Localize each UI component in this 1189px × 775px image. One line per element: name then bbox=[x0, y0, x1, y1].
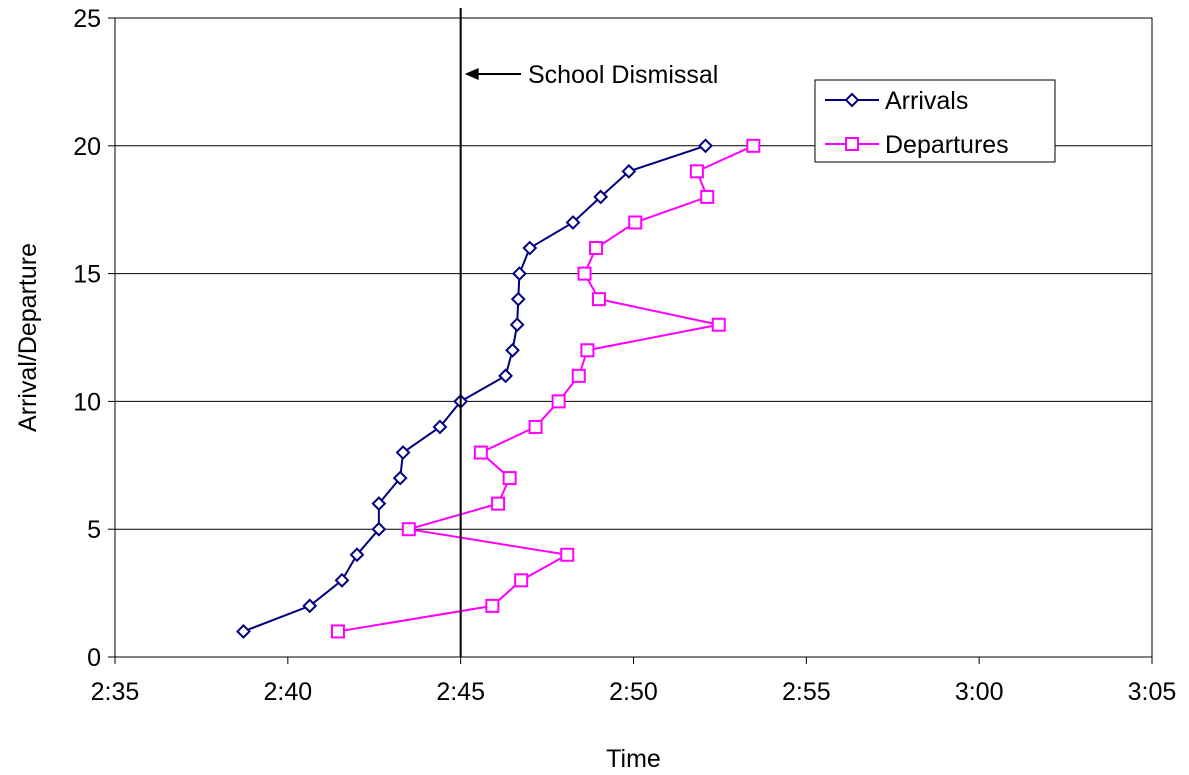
data-point bbox=[593, 189, 609, 205]
y-tick-label: 20 bbox=[73, 133, 101, 161]
data-point bbox=[330, 624, 345, 639]
y-axis-label: Arrival/Departure bbox=[14, 243, 42, 432]
series-arrivals bbox=[236, 138, 713, 639]
data-point bbox=[334, 572, 350, 588]
annotation-arrowhead bbox=[464, 68, 479, 80]
y-tick-label: 25 bbox=[73, 5, 101, 33]
x-axis-label: Time bbox=[606, 745, 661, 773]
series-departures bbox=[330, 138, 761, 639]
data-point bbox=[621, 163, 637, 179]
data-point bbox=[580, 343, 595, 358]
legend: Arrivals Departures bbox=[814, 79, 1056, 163]
legend-label: Arrivals bbox=[885, 87, 968, 115]
x-tick-label: 2:40 bbox=[263, 678, 312, 706]
data-point bbox=[502, 471, 517, 486]
x-tick-label: 2:55 bbox=[782, 678, 831, 706]
data-point bbox=[571, 368, 586, 383]
y-tick-label: 0 bbox=[87, 644, 101, 672]
legend-marker bbox=[845, 137, 859, 151]
data-point bbox=[395, 445, 411, 460]
data-point bbox=[628, 215, 643, 230]
x-tick-label: 2:45 bbox=[436, 678, 485, 706]
x-tick-label: 2:50 bbox=[609, 678, 658, 706]
data-point bbox=[401, 522, 416, 537]
data-point bbox=[711, 317, 726, 332]
data-point bbox=[746, 138, 761, 153]
data-point bbox=[591, 292, 606, 307]
x-axis: 2:35 2:40 2:45 2:50 2:55 3:00 3:05 bbox=[91, 657, 1177, 706]
data-point bbox=[509, 317, 525, 333]
annotation-label: School Dismissal bbox=[528, 61, 718, 89]
data-point bbox=[432, 419, 448, 435]
data-point bbox=[700, 189, 715, 204]
series-line bbox=[337, 144, 754, 633]
data-point bbox=[560, 547, 575, 562]
data-point bbox=[392, 470, 408, 486]
annotation: School Dismissal bbox=[459, 8, 718, 657]
legend-marker bbox=[844, 92, 860, 108]
data-point bbox=[349, 547, 365, 563]
data-point bbox=[522, 240, 538, 256]
data-point bbox=[551, 394, 566, 409]
series-layer bbox=[236, 138, 761, 639]
x-tick-label: 3:00 bbox=[955, 678, 1004, 706]
series-line bbox=[243, 144, 706, 633]
data-point bbox=[473, 445, 488, 460]
data-point bbox=[371, 496, 387, 512]
data-point bbox=[491, 496, 506, 511]
data-point bbox=[698, 138, 713, 154]
data-point bbox=[505, 342, 520, 358]
data-point bbox=[514, 573, 529, 588]
data-point bbox=[510, 291, 526, 307]
x-tick-label: 2:35 bbox=[91, 678, 140, 706]
data-point bbox=[371, 521, 387, 537]
grid-lines bbox=[115, 145, 1152, 530]
data-point bbox=[528, 419, 543, 434]
legend-item-departures: Departures bbox=[825, 131, 1009, 159]
x-tick-label: 3:05 bbox=[1128, 678, 1177, 706]
data-point bbox=[565, 215, 581, 230]
data-point bbox=[689, 164, 704, 179]
data-point bbox=[302, 598, 318, 614]
data-point bbox=[512, 266, 527, 282]
legend-label: Departures bbox=[885, 131, 1009, 159]
y-axis: 0 5 10 15 20 25 bbox=[73, 5, 115, 672]
y-tick-label: 10 bbox=[73, 388, 101, 416]
legend-item-arrivals: Arrivals bbox=[825, 87, 968, 115]
y-tick-label: 5 bbox=[87, 516, 101, 544]
data-point bbox=[498, 368, 514, 384]
data-point bbox=[589, 241, 604, 256]
data-point bbox=[577, 266, 592, 281]
data-point bbox=[236, 624, 251, 639]
data-point bbox=[485, 598, 500, 613]
y-tick-label: 15 bbox=[73, 261, 101, 289]
